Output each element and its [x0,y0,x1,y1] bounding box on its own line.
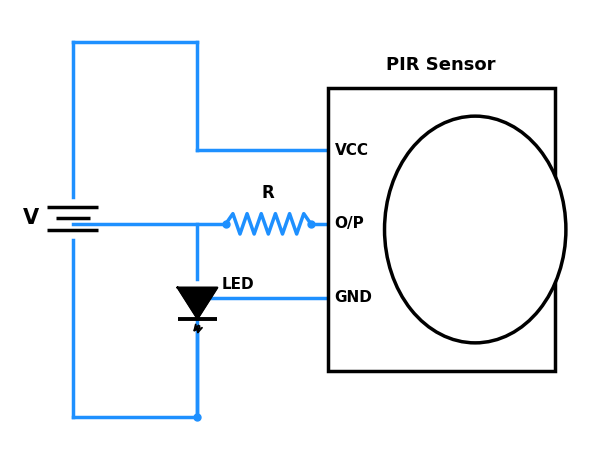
Text: PIR Sensor: PIR Sensor [386,56,496,73]
Text: V: V [23,208,39,228]
Bar [328,88,555,371]
Text: LED: LED [221,277,254,292]
Text: VCC: VCC [335,143,368,157]
Text: R: R [262,185,275,202]
Ellipse shape [385,116,566,343]
Text: O/P: O/P [335,216,364,231]
Polygon shape [178,288,217,319]
Text: GND: GND [335,290,373,305]
